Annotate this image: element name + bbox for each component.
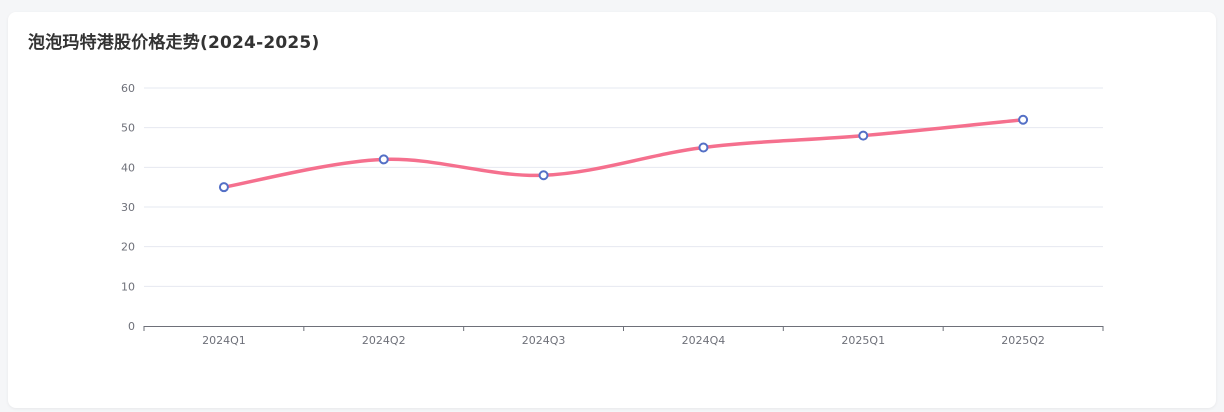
y-tick-label: 60: [121, 82, 135, 95]
y-tick-label: 0: [128, 320, 135, 333]
x-tick-label: 2025Q1: [841, 334, 885, 347]
x-tick-label: 2024Q4: [682, 334, 726, 347]
data-point: [218, 182, 229, 193]
x-tick-label: 2024Q3: [522, 334, 566, 347]
data-point: [378, 154, 389, 165]
data-point: [858, 130, 869, 141]
data-point: [1018, 114, 1029, 125]
x-tick-label: 2024Q2: [362, 334, 406, 347]
chart-title: 泡泡玛特港股价格走势(2024-2025): [28, 33, 320, 53]
y-tick-label: 40: [121, 161, 135, 174]
data-point: [538, 170, 549, 181]
y-tick-label: 20: [121, 241, 135, 254]
y-tick-label: 10: [121, 280, 135, 293]
data-point: [698, 142, 709, 153]
y-tick-label: 30: [121, 201, 135, 214]
chart-card: 泡泡玛特港股价格走势(2024-2025): [8, 12, 1216, 408]
x-tick-label: 2025Q2: [1001, 334, 1045, 347]
y-tick-label: 50: [121, 122, 135, 135]
x-tick-label: 2024Q1: [202, 334, 246, 347]
series-line: [222, 117, 1025, 189]
